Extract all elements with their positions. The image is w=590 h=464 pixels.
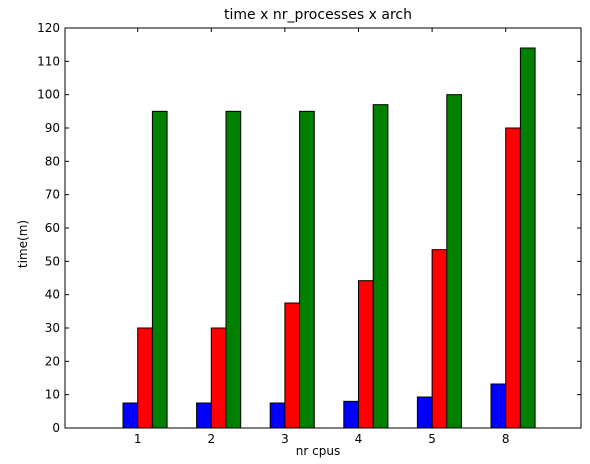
y-tick-label: 20 [45, 354, 60, 368]
bar-series-2-5 [431, 249, 448, 429]
x-tick-label: 1 [134, 432, 142, 446]
bar-series-3-4 [372, 104, 389, 429]
bar-series-3-5 [446, 94, 462, 429]
bar-series-1-4 [343, 400, 359, 429]
y-tick-label: 110 [37, 54, 60, 68]
x-tick-label: 2 [207, 432, 215, 446]
bar-series-1-5 [416, 396, 433, 429]
y-tick-label: 0 [52, 421, 60, 435]
plot-frame [64, 27, 582, 429]
x-tick-label: 3 [281, 432, 289, 446]
y-tick-label: 70 [45, 188, 60, 202]
bar-series-2-1 [137, 327, 153, 429]
y-axis-label: time(m) [16, 220, 30, 268]
y-tick-label: 30 [45, 321, 60, 335]
bar-series-2-3 [284, 302, 301, 429]
y-tick-label: 80 [45, 154, 60, 168]
ticks-layer: 0 10 20 30 40 50 60 70 80 90 100 110 120 1 2 3 4 5 8 [37, 21, 581, 446]
bar-series-1-2 [196, 402, 212, 429]
bar-series-3-2 [225, 110, 242, 429]
y-tick-label: 50 [45, 254, 60, 268]
y-tick-label: 60 [45, 221, 60, 235]
bar-series-1-8 [490, 383, 507, 429]
y-tick-label: 100 [37, 88, 60, 102]
y-tick-label: 10 [45, 388, 60, 402]
bars-layer [122, 47, 536, 429]
bar-series-1-1 [122, 402, 139, 429]
chart-title: time x nr_processes x arch [224, 7, 412, 23]
x-tick-label: 5 [428, 432, 436, 446]
bar-series-1-3 [269, 402, 286, 429]
x-tick-label: 8 [502, 432, 510, 446]
bar-series-2-4 [358, 280, 374, 429]
x-tick-label: 4 [355, 432, 363, 446]
bar-series-2-2 [210, 327, 227, 429]
bar-series-2-8 [505, 127, 521, 429]
y-tick-label: 40 [45, 288, 60, 302]
y-tick-label: 90 [45, 121, 60, 135]
bar-series-3-8 [519, 47, 536, 429]
x-axis-label: nr cpus [296, 444, 340, 458]
bar-series-3-3 [299, 110, 315, 429]
bar-series-3-1 [151, 110, 168, 429]
y-tick-label: 120 [37, 21, 60, 35]
